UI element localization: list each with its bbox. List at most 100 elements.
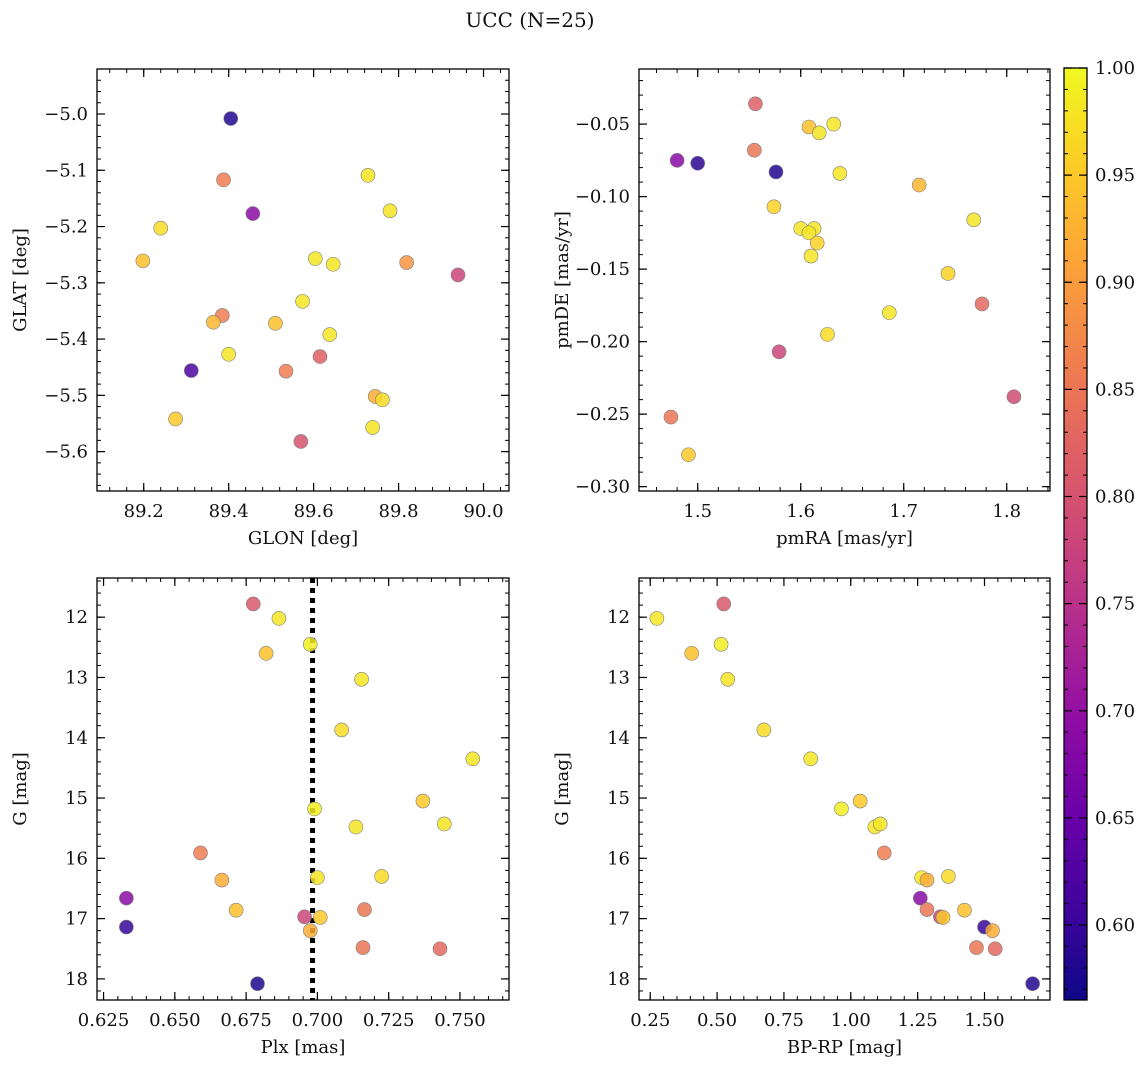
scatter-point: [168, 411, 183, 427]
scatter-point: [803, 248, 819, 264]
x-tick-label: 1.5: [683, 501, 712, 522]
colorbar-tick-label: 0.95: [1095, 165, 1135, 186]
x-tick-label: 89.6: [294, 501, 334, 522]
scatter-point: [293, 434, 309, 449]
y-tick-label: −5.3: [44, 273, 88, 294]
y-axis-label: pmDE [mas/yr]: [552, 211, 573, 349]
scatter-point: [941, 869, 956, 884]
scatter-point: [826, 116, 841, 132]
scatter-point: [663, 409, 679, 425]
scatter-point: [957, 902, 972, 918]
y-tick-label: 15: [607, 788, 630, 809]
x-tick-label: 90.0: [463, 501, 503, 522]
colorbar: 0.60 0.65 0.70 0.75 0.80 0.85 0.90 0.95 1.00: [1063, 58, 1135, 1001]
x-tick-label: 0.700: [292, 1010, 344, 1031]
scatter-point: [307, 801, 322, 817]
scatter-point: [119, 890, 134, 906]
scatter-point: [258, 646, 274, 661]
y-axis-label: G [mag]: [10, 752, 31, 825]
scatter-point: [669, 153, 685, 168]
scatter-point: [911, 177, 927, 193]
x-axis-label: Plx [mas]: [261, 1037, 346, 1058]
scatter-panel-1: 89.2 89.4 89.6 89.8 90.0 −5.0 −5.1 −5.2 −5.3 −5.4…: [10, 68, 510, 549]
scatter-point: [206, 314, 221, 330]
colorbar-gradient: [1064, 68, 1087, 1000]
y-axis-label: GLAT [deg]: [10, 228, 31, 332]
scatter-panel-4: 0.25 0.50 0.75 1.00 1.25 1.50 12 13 14 15 16 17 18 BP…: [552, 577, 1051, 1058]
scatter-point: [153, 220, 169, 236]
scatter-point: [432, 941, 448, 957]
scatter-point: [919, 902, 935, 917]
scatter-point: [375, 392, 390, 408]
scatter-point: [322, 327, 338, 342]
colorbar-frame: [1063, 67, 1088, 1001]
scatter-panel-2: 1.5 1.6 1.7 1.8 −0.05 −0.10 −0.15 −0.20 −0.25 −0.…: [552, 68, 1051, 549]
scatter-point: [882, 305, 897, 320]
scatter-point: [308, 251, 323, 266]
y-tick-label: −0.05: [575, 114, 630, 135]
scatter-point: [748, 96, 763, 112]
scatter-point: [713, 637, 729, 652]
scatter-panel-3: 0.625 0.650 0.675 0.700 0.725 0.750 12 13 14 15 16…: [10, 577, 510, 1058]
y-tick-label: 16: [607, 848, 630, 869]
scatter-point: [295, 294, 310, 309]
y-tick-label: −0.25: [575, 404, 630, 425]
scatter-point: [348, 819, 364, 835]
scatter-point: [852, 793, 868, 809]
scatter-point: [747, 142, 762, 158]
scatter-point: [312, 349, 328, 364]
y-tick-label: 17: [607, 909, 630, 930]
scatter-point: [768, 164, 784, 180]
scatter-point: [297, 909, 312, 925]
colorbar-tick-label: 0.75: [1095, 594, 1135, 615]
scatter-point: [214, 872, 230, 888]
scatter-point: [221, 346, 236, 362]
scatter-point: [245, 206, 261, 221]
scatter-point: [756, 722, 772, 738]
scatter-point: [681, 447, 696, 463]
y-tick-label: 13: [65, 667, 88, 688]
scatter-point: [1006, 389, 1022, 405]
scatter-point: [771, 344, 787, 360]
figure-title: UCC (N=25): [465, 8, 594, 32]
scatter-point: [271, 611, 287, 626]
x-tick-label: 0.75: [764, 1010, 804, 1031]
axes-frame: [96, 68, 510, 492]
scatter-point: [872, 816, 888, 832]
scatter-point: [966, 212, 982, 228]
scatter-point: [985, 923, 1000, 938]
scatter-point: [935, 910, 951, 925]
scatter-point: [302, 923, 318, 938]
scatter-point: [365, 420, 380, 435]
scatter-point: [913, 890, 928, 906]
scatter-point: [355, 940, 371, 955]
y-tick-label: −5.6: [44, 442, 88, 463]
scatter-point: [193, 845, 208, 861]
y-tick-label: −5.4: [44, 329, 88, 350]
x-tick-label: 89.4: [209, 501, 249, 522]
scatter-point: [354, 671, 369, 687]
scatter-point: [325, 256, 341, 272]
scatter-point: [716, 596, 732, 612]
scatter-point: [415, 793, 431, 809]
y-tick-label: 13: [607, 667, 630, 688]
scatter-point: [803, 751, 818, 767]
x-tick-label: 0.25: [630, 1010, 670, 1031]
y-tick-label: 12: [607, 607, 630, 628]
scatter-point: [245, 596, 261, 612]
axes-frame: [638, 577, 1051, 1001]
scatter-point: [876, 845, 892, 861]
x-axis-label: GLON [deg]: [248, 528, 358, 549]
scatter-point: [268, 316, 283, 331]
scatter-point: [278, 363, 294, 379]
scatter-point: [801, 225, 817, 241]
y-tick-label: 12: [65, 607, 88, 628]
scatter-point: [809, 235, 825, 251]
scatter-point: [649, 611, 665, 626]
scatter-point: [228, 902, 244, 918]
scatter-point: [216, 172, 231, 188]
y-tick-label: −5.5: [44, 385, 88, 406]
scatter-point: [1025, 976, 1040, 992]
y-tick-label: 18: [607, 969, 630, 990]
scatter-point: [690, 155, 706, 171]
